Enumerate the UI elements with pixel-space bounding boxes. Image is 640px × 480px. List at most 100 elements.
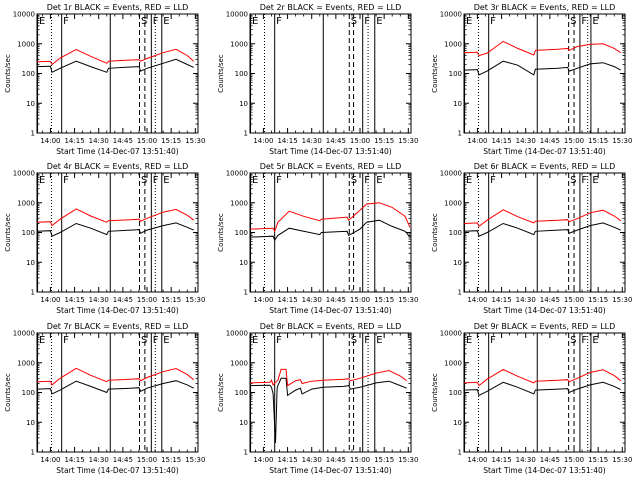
marker-label: F <box>276 175 282 186</box>
panel-det-5: Det 5r BLACK = Events, RED = LLD Counts/s… <box>217 162 418 315</box>
marker-label: S <box>141 16 147 27</box>
x-tick-label: 14:15 <box>277 456 297 464</box>
x-tick-label: 14:15 <box>277 137 297 145</box>
marker-label: F <box>63 175 69 186</box>
y-axis-label: Counts/sec <box>4 54 12 93</box>
y-tick-label: 1000 <box>17 40 35 48</box>
x-tick-label: 15:15 <box>588 137 608 145</box>
x-axis-label: Start Time (14-Dec-07 13:51:40) <box>269 147 391 156</box>
marker-label: E <box>376 16 382 27</box>
x-tick-label: 15:00 <box>137 296 157 304</box>
y-axis-label: Counts/sec <box>217 373 225 412</box>
panel-title: Det 8r BLACK = Events, RED = LLD <box>260 322 402 331</box>
marker-label: E <box>592 175 598 186</box>
x-tick-label: 14:00 <box>467 296 487 304</box>
marker-label: E <box>376 175 382 186</box>
x-tick-label: 14:30 <box>302 137 322 145</box>
x-tick-label: 15:30 <box>612 137 632 145</box>
marker-label: E <box>592 16 598 27</box>
marker-label: F <box>490 335 496 346</box>
x-tick-label: 14:00 <box>467 456 487 464</box>
marker-label: E <box>592 335 598 346</box>
panel-title: Det 7r BLACK = Events, RED = LLD <box>47 322 189 331</box>
x-tick-label: 15:00 <box>350 137 370 145</box>
panel-det-9: Det 9r BLACK = Events, RED = LLD Counts/s… <box>431 322 632 475</box>
panel-det-2: Det 2r BLACK = Events, RED = LLD Counts/s… <box>217 3 418 156</box>
y-axis-label: Counts/sec <box>431 213 439 252</box>
marker-label: F <box>490 16 496 27</box>
x-tick-label: 14:45 <box>540 137 560 145</box>
panel-title: Det 1r BLACK = Events, RED = LLD <box>47 3 189 12</box>
x-tick-label: 14:30 <box>89 456 109 464</box>
x-tick-label: 15:00 <box>137 456 157 464</box>
y-tick-label: 10000 <box>13 11 35 19</box>
marker-label: E <box>39 16 45 27</box>
x-tick-label: 15:15 <box>374 137 394 145</box>
y-tick-label: 10000 <box>440 170 462 178</box>
marker-label: F <box>364 175 370 186</box>
series-lld <box>463 40 621 57</box>
x-tick-label: 14:15 <box>491 456 511 464</box>
y-tick-label: 10 <box>239 100 248 108</box>
marker-label: S <box>141 175 147 186</box>
x-tick-label: 15:15 <box>374 296 394 304</box>
x-tick-label: 14:45 <box>326 296 346 304</box>
panel-title: Det 2r BLACK = Events, RED = LLD <box>260 3 402 12</box>
series-lld <box>36 208 195 227</box>
x-tick-label: 15:00 <box>350 296 370 304</box>
y-tick-label: 10 <box>453 259 462 267</box>
x-axis-label: Start Time (14-Dec-07 13:51:40) <box>56 306 178 315</box>
marker-label: F <box>153 175 159 186</box>
y-tick-label: 1 <box>244 449 248 457</box>
y-tick-label: 100 <box>449 229 462 237</box>
panel-det-7: Det 7r BLACK = Events, RED = LLD Counts/s… <box>4 322 205 475</box>
y-tick-label: 10000 <box>13 170 35 178</box>
series-lld <box>36 48 195 66</box>
y-tick-label: 1 <box>31 130 35 138</box>
x-tick-label: 15:30 <box>612 456 632 464</box>
y-tick-label: 10000 <box>440 330 462 338</box>
series-lld <box>249 368 407 387</box>
x-tick-label: 14:30 <box>302 296 322 304</box>
y-tick-label: 100 <box>22 229 35 237</box>
y-tick-label: 10000 <box>13 330 35 338</box>
y-axis-label: Counts/sec <box>431 54 439 93</box>
x-tick-label: 14:30 <box>89 296 109 304</box>
marker-label: F <box>63 335 69 346</box>
y-tick-label: 10000 <box>440 11 462 19</box>
x-tick-label: 15:15 <box>374 456 394 464</box>
y-tick-label: 10000 <box>226 170 248 178</box>
y-tick-label: 1 <box>244 130 248 138</box>
x-axis-label: Start Time (14-Dec-07 13:51:40) <box>483 466 605 475</box>
marker-label: E <box>252 335 258 346</box>
series-events <box>463 60 621 76</box>
x-tick-label: 14:45 <box>326 137 346 145</box>
x-tick-label: 14:00 <box>253 137 273 145</box>
y-tick-label: 100 <box>235 70 248 78</box>
marker-label: E <box>39 335 45 346</box>
plot-frame <box>249 13 412 134</box>
x-tick-label: 15:00 <box>564 456 584 464</box>
y-tick-label: 1000 <box>230 359 248 367</box>
x-tick-label: 15:15 <box>161 137 181 145</box>
x-tick-label: 14:45 <box>113 456 133 464</box>
x-tick-label: 15:30 <box>398 456 418 464</box>
plot-frame <box>463 172 626 293</box>
x-tick-label: 15:30 <box>185 296 205 304</box>
y-tick-label: 10 <box>26 259 35 267</box>
plot-frame <box>249 332 412 453</box>
y-tick-label: 10 <box>453 100 462 108</box>
plot-frame <box>463 13 626 134</box>
y-tick-label: 10 <box>239 259 248 267</box>
marker-label: E <box>163 335 169 346</box>
series-events <box>249 219 411 242</box>
marker-label: F <box>490 175 496 186</box>
y-tick-label: 1000 <box>444 199 462 207</box>
panel-title: Det 4r BLACK = Events, RED = LLD <box>47 162 189 171</box>
marker-label: F <box>364 16 370 27</box>
y-tick-label: 1 <box>458 130 462 138</box>
y-tick-label: 100 <box>449 389 462 397</box>
y-tick-label: 10000 <box>226 330 248 338</box>
series-events <box>463 381 621 397</box>
x-tick-label: 14:30 <box>89 137 109 145</box>
